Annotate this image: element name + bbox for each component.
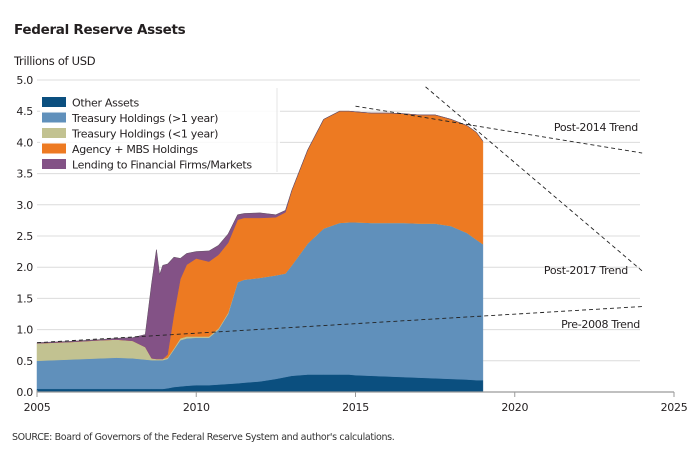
x-tick-label: 2020 [501, 401, 528, 414]
legend-label-treasury-holdings-1-year: Treasury Holdings (>1 year) [71, 112, 218, 125]
chart-title: Federal Reserve Assets [14, 22, 186, 38]
trend-line-post-2017-trend [425, 86, 643, 272]
legend-label-other-assets: Other Assets [72, 97, 139, 110]
stacked-areas [36, 110, 484, 393]
annotation-pre-2008-trend: Pre-2008 Trend [561, 318, 640, 331]
y-tick-label: 1.0 [16, 324, 33, 337]
trend-line-pre-2008-trend [36, 306, 643, 344]
y-tick-label: 3.5 [16, 168, 33, 181]
y-tick-label: 5.0 [16, 74, 33, 87]
legend-label-treasury-holdings-1-year: Treasury Holdings (<1 year) [71, 128, 218, 141]
y-tick-label: 4.5 [16, 105, 33, 118]
legend-label-agency-mbs-holdings: Agency + MBS Holdings [72, 143, 198, 156]
x-tick-label: 2010 [183, 401, 210, 414]
y-tick-label: 1.5 [16, 292, 33, 305]
y-tick-label: 2.5 [16, 230, 33, 243]
trend-annotations: Pre-2008 Trend Post-2014 Trend Post-2017 T… [544, 121, 640, 331]
x-tick-label: 2005 [24, 401, 51, 414]
trend-lines [36, 86, 643, 344]
y-tick-label: 0.0 [16, 386, 33, 399]
legend-swatch-treasury-holdings-1-year [42, 112, 66, 123]
y-tick-label: 4.0 [16, 136, 33, 149]
y-tick-label: 0.5 [16, 355, 33, 368]
legend-swatch-other-assets [42, 97, 66, 107]
x-tick-label: 2015 [342, 401, 369, 414]
y-tick-label: 3.0 [16, 199, 33, 212]
legend-label-lending-to-financial-firms-markets: Lending to Financial Firms/Markets [72, 159, 252, 172]
legend-background [40, 89, 280, 171]
annotation-post-2017-trend: Post-2017 Trend [544, 264, 628, 277]
legend-swatch-agency-mbs-holdings [42, 143, 66, 154]
y-tick-label: 2.0 [16, 261, 33, 274]
legend: Other Assets Treasury Holdings (>1 year) T… [40, 88, 280, 172]
source-note: SOURCE: Board of Governors of the Federa… [12, 432, 395, 443]
annotation-post-2014-trend: Post-2014 Trend [554, 121, 638, 134]
axes: 0.0 0.5 1.0 1.5 2.0 2.5 3.0 3.5 4.0 4.5 5.0 2005 201… [16, 74, 688, 414]
legend-swatch-lending-to-financial-firms-markets [42, 159, 66, 169]
y-axis-label: Trillions of USD [14, 54, 96, 68]
x-tick-label: 2025 [661, 401, 688, 414]
legend-swatch-treasury-holdings-1-year [42, 128, 66, 138]
